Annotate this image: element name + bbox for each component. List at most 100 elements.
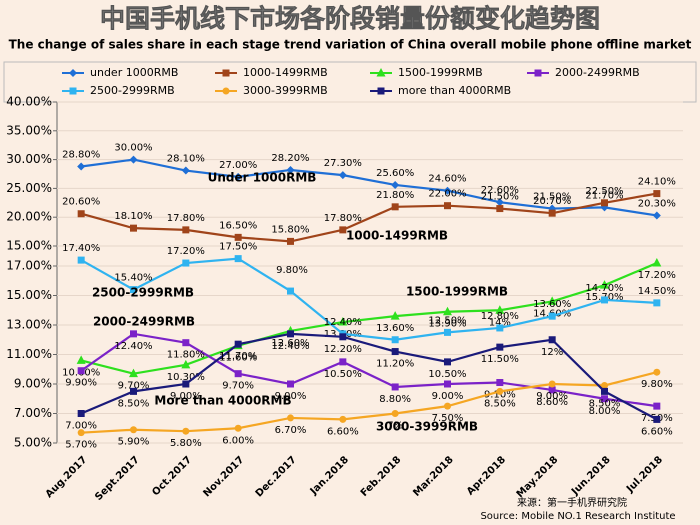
point (287, 287, 294, 295)
point (496, 343, 504, 351)
legend-label: 1500-1999RMB (398, 66, 483, 79)
y-tick-label: 9.00% (14, 377, 52, 391)
data-label: 14.50% (638, 286, 676, 297)
point (547, 296, 557, 305)
series-line (80, 257, 657, 341)
legend-label: more than 4000RMB (398, 84, 511, 97)
point (181, 166, 190, 175)
annotation: 2000-2499RMB (93, 315, 195, 329)
data-label: 17.80% (167, 213, 205, 224)
x-tick-label: May.2018 (515, 454, 561, 500)
annotation: More than 4000RMB (154, 394, 291, 408)
point (601, 296, 608, 304)
point (77, 210, 85, 218)
data-label: 9.70% (118, 381, 150, 392)
point (653, 415, 661, 423)
point (495, 198, 504, 207)
data-label: 20.30% (638, 198, 676, 209)
point (653, 368, 661, 376)
series-line (81, 371, 658, 434)
point (182, 427, 190, 435)
point (391, 383, 399, 391)
point (496, 379, 504, 387)
point (129, 155, 138, 164)
data-label: 22.00% (428, 189, 466, 200)
source-en: Source: Mobile NO.1 Research Institute (480, 511, 675, 522)
point (444, 358, 451, 366)
annotation: 2500-2999RMB (92, 286, 194, 300)
point (391, 410, 399, 417)
y-tick-label: 35.00% (6, 123, 52, 137)
data-label: 24.10% (638, 177, 676, 188)
point (234, 255, 242, 263)
point (234, 340, 242, 348)
point (222, 87, 230, 95)
point (77, 410, 85, 417)
x-tick-label: Dec.2017 (254, 454, 299, 499)
data-label: 28.20% (271, 153, 309, 164)
data-label: 17.20% (638, 270, 676, 281)
point (548, 380, 556, 388)
point (129, 368, 138, 378)
data-label: 27.00% (219, 160, 257, 171)
data-label: 6.00% (222, 435, 254, 446)
y-tick-label: 11.00% (6, 347, 52, 361)
point (601, 381, 608, 389)
data-label: 11.50% (481, 354, 519, 365)
point (376, 68, 386, 77)
y-tick-label: 13.00% (6, 318, 52, 332)
point (391, 336, 399, 344)
data-label: 21.80% (376, 190, 414, 201)
chart-title: 中国手机线下市场各阶段销量份额变化趋势图 (100, 4, 600, 33)
data-label: 12.50% (428, 315, 466, 326)
data-label: 9.80% (641, 379, 673, 390)
data-label: 12.60% (271, 338, 309, 349)
data-label: 12.80% (481, 311, 519, 322)
data-label: 9.00% (170, 391, 202, 402)
x-tick-label: Jun.2018 (569, 454, 613, 498)
point (287, 380, 294, 388)
point (443, 186, 452, 195)
data-label: 15.40% (114, 273, 152, 284)
data-label: 17.80% (324, 213, 362, 224)
point (69, 87, 77, 95)
point (444, 402, 451, 410)
data-label: 8.80% (379, 394, 411, 405)
data-label: 11.80% (167, 350, 205, 361)
data-label: 20.60% (62, 197, 100, 208)
x-tick-label: Nov.2017 (201, 454, 246, 499)
point (444, 328, 451, 336)
point (339, 415, 347, 423)
point (600, 280, 609, 289)
series-line (80, 192, 658, 243)
data-label: 12.40% (324, 317, 362, 328)
point (390, 311, 400, 320)
data-label: 24.60% (428, 174, 466, 185)
point (182, 226, 190, 234)
point (601, 199, 608, 207)
y-tick-label: 20.00% (6, 210, 52, 224)
data-label: 22.60% (481, 185, 519, 196)
data-label: 12.40% (271, 341, 309, 352)
point (601, 395, 608, 403)
point (338, 171, 347, 180)
point (130, 387, 137, 395)
data-label: 21.50% (533, 192, 571, 203)
point (652, 258, 662, 267)
point (338, 317, 348, 326)
data-label: 11.70% (219, 351, 257, 362)
data-label: 10.50% (324, 369, 362, 380)
point (444, 202, 451, 210)
legend-label: under 1000RMB (90, 66, 178, 79)
point (287, 237, 294, 245)
point (234, 370, 242, 378)
point (443, 306, 452, 316)
point (234, 424, 242, 432)
point (182, 380, 190, 388)
point (130, 224, 137, 232)
y-tick-label: 40.00% (6, 95, 52, 109)
point (339, 358, 347, 366)
point (69, 69, 77, 77)
data-label: 6.60% (641, 426, 673, 437)
data-label: 28.10% (167, 154, 205, 165)
